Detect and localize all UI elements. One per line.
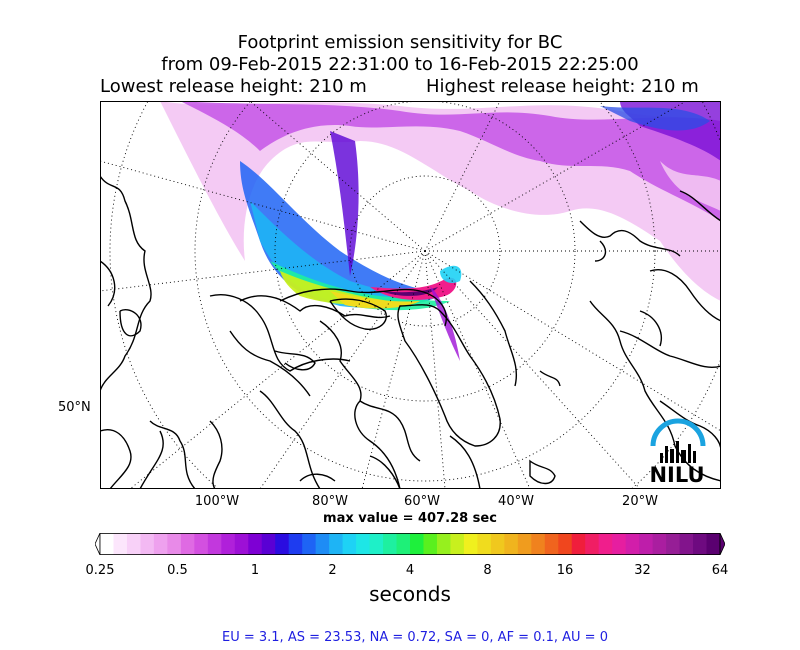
colorbar-cell xyxy=(261,533,276,555)
graticule xyxy=(100,101,721,489)
title-line-1: Footprint emission sensitivity for BC xyxy=(237,32,563,53)
colorbar-cell xyxy=(180,533,195,555)
colorbar-tick-label: 1 xyxy=(250,563,260,578)
colorbar-tick-label: 16 xyxy=(556,563,574,578)
colorbar-cell xyxy=(544,533,559,555)
colorbar-cell xyxy=(275,533,290,555)
lat-label-50n: 50°N xyxy=(58,400,91,415)
colorbar-tick-label: 4 xyxy=(405,563,415,578)
colorbar-cell xyxy=(706,533,721,555)
colorbar-label: seconds xyxy=(369,582,451,606)
colorbar-cell xyxy=(504,533,519,555)
colorbar-cell xyxy=(329,533,344,555)
lon-label-100w: 100°W xyxy=(194,494,240,509)
colorbar-cell xyxy=(571,533,586,555)
colorbar-cell xyxy=(248,533,263,555)
lon-label-60w: 60°W xyxy=(404,494,440,509)
colorbar-cell xyxy=(369,533,384,555)
colorbar-cell xyxy=(679,533,694,555)
lon-label-80w: 80°W xyxy=(312,494,348,509)
colorbar-cell xyxy=(625,533,640,555)
colorbar-cell xyxy=(302,533,317,555)
colorbar-cell xyxy=(126,533,141,555)
colorbar-cell xyxy=(598,533,613,555)
colorbar-cell xyxy=(666,533,681,555)
colorbar-cell xyxy=(140,533,155,555)
colorbar-cell xyxy=(450,533,465,555)
lon-label-20w: 20°W xyxy=(622,494,658,509)
highest-release-height: Highest release height: 210 m xyxy=(426,76,699,97)
colorbar-tick-label: 0.25 xyxy=(85,563,115,578)
colorbar-cell xyxy=(436,533,451,555)
colorbar-cell xyxy=(410,533,424,555)
colorbar-cell xyxy=(153,533,168,555)
colorbar-cell xyxy=(531,533,546,555)
title-line-2: from 09-Feb-2015 22:31:00 to 16-Feb-2015… xyxy=(161,54,639,75)
colorbar-extend-low xyxy=(95,533,101,555)
colorbar-cells xyxy=(95,533,725,555)
colorbar-cell xyxy=(167,533,182,555)
colorbar-cell xyxy=(693,533,708,555)
colorbar-cell xyxy=(639,533,654,555)
colorbar-cell xyxy=(194,533,209,555)
colorbar-cell xyxy=(396,533,411,555)
footprint-map: NILU xyxy=(100,101,721,489)
continent-summary: EU = 3.1, AS = 23.53, NA = 0.72, SA = 0,… xyxy=(222,630,608,645)
colorbar-cell xyxy=(585,533,600,555)
lon-label-40w: 40°W xyxy=(498,494,534,509)
colorbar-cell xyxy=(221,533,236,555)
max-value: max value = 407.28 sec xyxy=(323,511,497,526)
colorbar-cell xyxy=(477,533,492,555)
colorbar-tick-label: 0.5 xyxy=(167,563,188,578)
footprint-field xyxy=(160,101,721,361)
colorbar-cell xyxy=(652,533,667,555)
colorbar-cell xyxy=(356,533,371,555)
colorbar-cell xyxy=(383,533,398,555)
nilu-logo-text: NILU xyxy=(649,463,704,487)
colorbar-cell xyxy=(423,533,438,555)
colorbar-cell xyxy=(490,533,505,555)
colorbar-tick-label: 2 xyxy=(328,563,337,578)
colorbar-cell xyxy=(207,533,222,555)
nilu-logo: NILU xyxy=(649,418,706,487)
colorbar-tick-label: 64 xyxy=(711,563,729,578)
colorbar-cell xyxy=(315,533,330,555)
colorbar-tick-label: 32 xyxy=(634,563,651,578)
colorbar-cell xyxy=(517,533,532,555)
colorbar-border xyxy=(99,533,721,555)
colorbar-cell xyxy=(558,533,573,555)
colorbar xyxy=(95,533,725,555)
colorbar-extend-high xyxy=(719,533,725,555)
colorbar-cell xyxy=(113,533,128,555)
lowest-release-height: Lowest release height: 210 m xyxy=(100,76,367,97)
colorbar-cell xyxy=(463,533,478,555)
coastlines xyxy=(100,175,721,489)
colorbar-cell xyxy=(342,533,357,555)
colorbar-tick-label: 8 xyxy=(483,563,492,578)
colorbar-cell xyxy=(234,533,249,555)
colorbar-cell xyxy=(288,533,303,555)
colorbar-cell xyxy=(612,533,627,555)
colorbar-cell xyxy=(100,533,114,555)
